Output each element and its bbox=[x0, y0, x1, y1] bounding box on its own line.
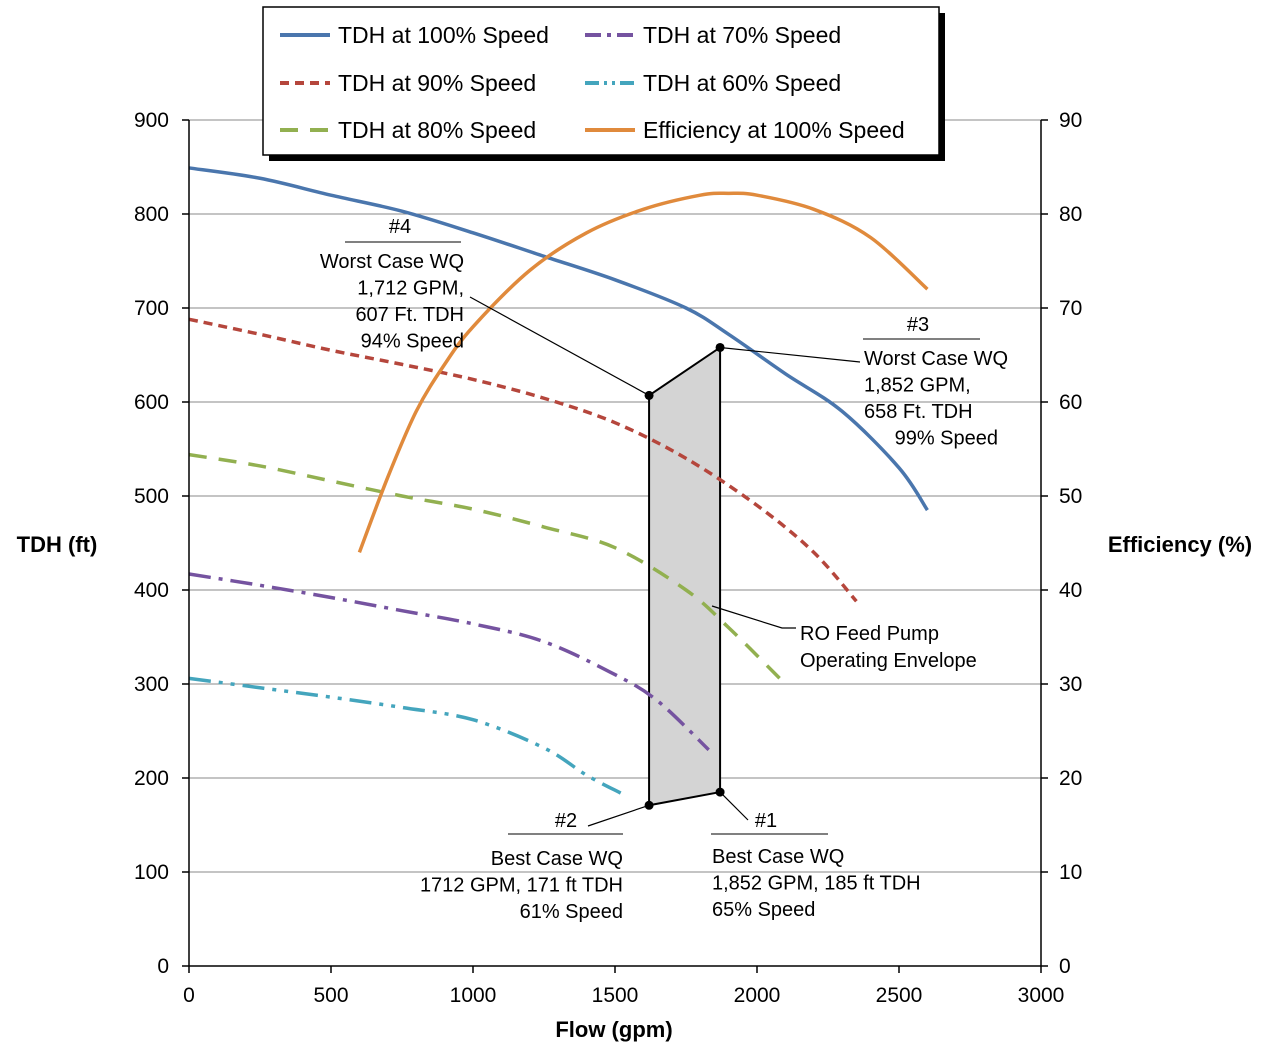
legend-label: TDH at 60% Speed bbox=[643, 70, 841, 96]
x-tick-label: 1000 bbox=[450, 984, 497, 1007]
y-tick-label: 200 bbox=[134, 767, 169, 790]
y2-tick-label: 10 bbox=[1059, 861, 1082, 884]
annotation-header: #4 bbox=[389, 216, 411, 238]
annotation-line: 65% Speed bbox=[712, 899, 815, 921]
x-tick-label: 3000 bbox=[1018, 984, 1065, 1007]
series-line-5 bbox=[357, 191, 929, 554]
y-tick-label: 800 bbox=[134, 203, 169, 226]
legend-label: TDH at 100% Speed bbox=[338, 22, 549, 48]
y-tick-label: 700 bbox=[134, 297, 169, 320]
annotations: #4 Worst Case WQ 1,712 GPM, 607 Ft. TDH 94% … bbox=[320, 216, 1008, 923]
annotation-line: 94% Speed bbox=[361, 331, 464, 353]
y-axis-title: TDH (ft) bbox=[17, 532, 98, 557]
annotation-leader bbox=[469, 296, 650, 396]
legend-label: TDH at 80% Speed bbox=[338, 117, 536, 143]
y2-tick-label: 90 bbox=[1059, 109, 1082, 132]
x-tick-label: 0 bbox=[183, 984, 195, 1007]
y2-tick-label: 60 bbox=[1059, 391, 1082, 414]
annotation-line: 1,852 GPM, 185 ft TDH bbox=[712, 873, 921, 895]
annotation-line: 61% Speed bbox=[520, 901, 623, 923]
annotation-leader bbox=[719, 791, 749, 821]
annotation-leader bbox=[720, 346, 861, 363]
gridlines bbox=[189, 119, 1041, 873]
envelope-label: RO Feed Pump bbox=[800, 623, 939, 645]
annotation-line: Best Case WQ bbox=[491, 848, 623, 870]
y-tick-label: 100 bbox=[134, 861, 169, 884]
y2-tick-label: 70 bbox=[1059, 297, 1082, 320]
annotation-line: 1712 GPM, 171 ft TDH bbox=[420, 875, 623, 897]
y2-tick-label: 20 bbox=[1059, 767, 1082, 790]
axes: 0100200300400500600700800900010203040506… bbox=[17, 109, 1252, 1042]
annotation-line: Worst Case WQ bbox=[864, 348, 1008, 370]
x-tick-label: 2000 bbox=[734, 984, 781, 1007]
annotation-leader bbox=[587, 804, 650, 827]
annotation-header: #2 bbox=[555, 810, 577, 832]
x-tick-label: 2500 bbox=[876, 984, 923, 1007]
envelope-label: Operating Envelope bbox=[800, 650, 977, 672]
series-line-4 bbox=[188, 676, 622, 795]
envelope-leader bbox=[711, 605, 796, 629]
series-line-3 bbox=[188, 572, 710, 752]
annotation-header: #1 bbox=[755, 810, 777, 832]
x-tick-label: 500 bbox=[313, 984, 348, 1007]
annotation-line: 658 Ft. TDH bbox=[864, 401, 973, 423]
y-tick-label: 0 bbox=[157, 955, 169, 978]
y2-tick-label: 30 bbox=[1059, 673, 1082, 696]
annotation-header: #3 bbox=[907, 314, 929, 336]
y2-axis-title: Efficiency (%) bbox=[1108, 532, 1252, 557]
series-line-1 bbox=[188, 317, 858, 603]
series-line-0 bbox=[188, 166, 929, 512]
y-tick-label: 400 bbox=[134, 579, 169, 602]
annotation-line: 1,712 GPM, bbox=[357, 278, 464, 300]
y2-tick-label: 40 bbox=[1059, 579, 1082, 602]
legend-label: TDH at 70% Speed bbox=[643, 22, 841, 48]
legend-label: Efficiency at 100% Speed bbox=[643, 117, 905, 143]
annotation-line: Worst Case WQ bbox=[320, 251, 464, 273]
series-lines bbox=[188, 166, 929, 795]
x-tick-label: 1500 bbox=[592, 984, 639, 1007]
y-tick-label: 600 bbox=[134, 391, 169, 414]
annotation-line: Best Case WQ bbox=[712, 846, 844, 868]
series-line-2 bbox=[188, 452, 781, 680]
y2-tick-label: 50 bbox=[1059, 485, 1082, 508]
operating-envelope bbox=[644, 342, 725, 810]
legend-label: TDH at 90% Speed bbox=[338, 70, 536, 96]
y-tick-label: 900 bbox=[134, 109, 169, 132]
x-axis-title: Flow (gpm) bbox=[555, 1017, 672, 1042]
envelope-polygon bbox=[648, 345, 722, 807]
annotation-line: 1,852 GPM, bbox=[864, 375, 971, 397]
y-tick-label: 300 bbox=[134, 673, 169, 696]
annotation-line: 99% Speed bbox=[895, 428, 998, 450]
y-tick-label: 500 bbox=[134, 485, 169, 508]
annotation-line: 607 Ft. TDH bbox=[355, 304, 464, 326]
y2-tick-label: 0 bbox=[1059, 955, 1071, 978]
legend: TDH at 100% Speed TDH at 70% Speed TDH at … bbox=[262, 6, 945, 161]
y2-tick-label: 80 bbox=[1059, 203, 1082, 226]
